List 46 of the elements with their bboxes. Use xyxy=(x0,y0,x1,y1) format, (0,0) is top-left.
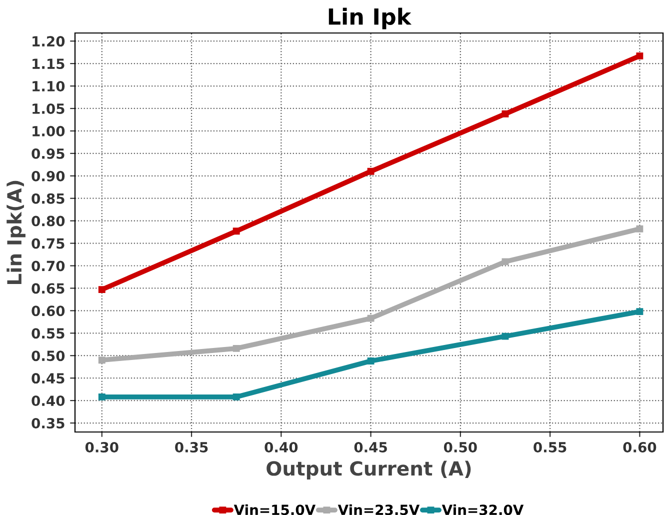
y-tick-label: 1.15 xyxy=(32,58,64,70)
x-tick-label: 0.45 xyxy=(354,442,387,452)
y-tick-label: 0.95 xyxy=(32,148,64,159)
point xyxy=(367,314,374,322)
point xyxy=(232,393,240,400)
x-tick-label: 0.30 xyxy=(85,442,118,452)
point xyxy=(367,168,374,175)
y-tick-label: 0.60 xyxy=(32,306,65,316)
point xyxy=(232,344,240,352)
point xyxy=(502,258,509,266)
point xyxy=(98,286,106,294)
chart-title: Lin Ipk xyxy=(328,8,412,30)
legend-label: Vin=32.0V xyxy=(442,504,524,515)
legend-label: Vin=23.5V xyxy=(338,504,420,515)
point xyxy=(502,332,509,340)
point xyxy=(636,308,644,316)
y-tick-label: 0.65 xyxy=(32,283,64,294)
point xyxy=(98,356,106,364)
y-tick-label: 0.35 xyxy=(32,418,64,428)
y-tick-label: 1.20 xyxy=(32,36,65,47)
x-tick-label: 0.55 xyxy=(534,442,566,452)
y-tick-label: 0.85 xyxy=(32,193,64,204)
y-tick-label: 0.45 xyxy=(32,373,64,384)
x-tick-label: 0.40 xyxy=(264,442,298,452)
point xyxy=(98,393,106,400)
y-tick-label: 0.75 xyxy=(32,238,64,249)
point xyxy=(232,228,240,235)
x-tick-label: 0.60 xyxy=(623,442,656,452)
y-tick-label: 0.90 xyxy=(32,170,65,182)
y-tick-label: 0.50 xyxy=(32,350,65,362)
point xyxy=(636,225,644,232)
point xyxy=(636,52,644,60)
y-axis-title: Lin Ipk(A) xyxy=(6,180,26,284)
y-tick-label: 0.40 xyxy=(32,396,65,406)
y-tick-label: 0.70 xyxy=(32,260,65,272)
x-axis-title: Output Current (A) xyxy=(266,460,471,480)
x-tick-label: 0.35 xyxy=(175,442,208,452)
point xyxy=(502,110,509,118)
y-tick-label: 0.55 xyxy=(32,328,64,339)
point xyxy=(367,358,374,364)
y-tick-label: 1.00 xyxy=(32,126,65,136)
legend-label: Vin=15.0V xyxy=(234,504,316,515)
y-tick-label: 1.10 xyxy=(32,80,65,92)
y-tick-label: 1.05 xyxy=(32,103,64,114)
y-tick-label: 0.80 xyxy=(32,216,65,226)
x-tick-label: 0.50 xyxy=(444,442,477,452)
